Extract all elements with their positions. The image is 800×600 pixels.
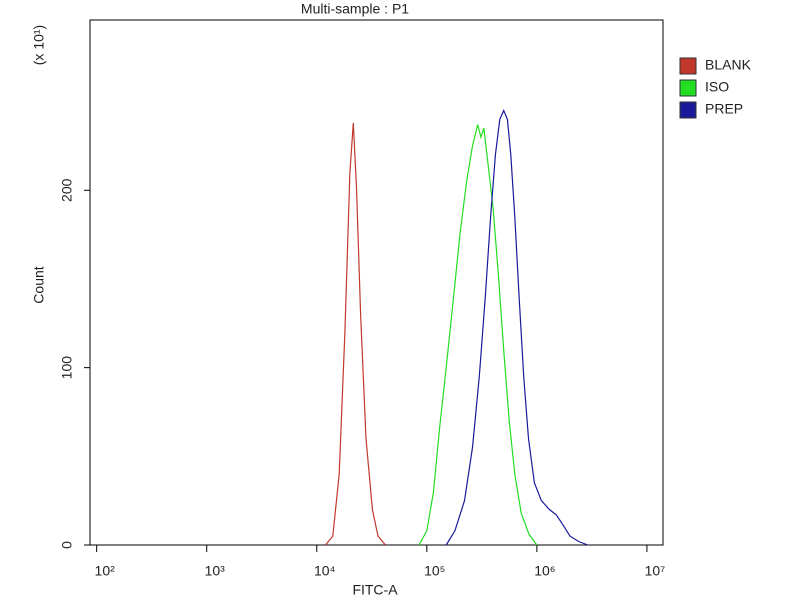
legend-label: PREP — [705, 101, 743, 117]
series-line — [445, 108, 589, 546]
series-line — [325, 122, 386, 546]
y-tick-label: 0 — [59, 541, 75, 549]
y-axis-label: Count — [31, 266, 47, 303]
x-tick-label: 10² — [95, 563, 116, 579]
y-scale-label: (x 10¹) — [31, 25, 47, 65]
legend-label: ISO — [705, 79, 729, 95]
legend-swatch — [679, 79, 697, 97]
legend-swatch — [679, 57, 697, 75]
x-tick-label: 10³ — [205, 563, 226, 579]
x-tick-label: 10⁵ — [424, 563, 445, 579]
y-tick-label: 200 — [59, 178, 75, 202]
legend-label: BLANK — [705, 57, 752, 73]
series-line — [418, 124, 538, 546]
chart-title: Multi-sample : P1 — [301, 1, 409, 17]
x-axis-label: FITC-A — [352, 582, 398, 598]
x-tick-label: 10⁴ — [314, 563, 336, 579]
x-tick-label: 10⁷ — [645, 563, 666, 579]
x-tick-label: 10⁶ — [534, 563, 555, 579]
plot-frame — [89, 19, 664, 546]
legend-swatch — [679, 101, 697, 119]
y-tick-label: 100 — [59, 356, 75, 380]
